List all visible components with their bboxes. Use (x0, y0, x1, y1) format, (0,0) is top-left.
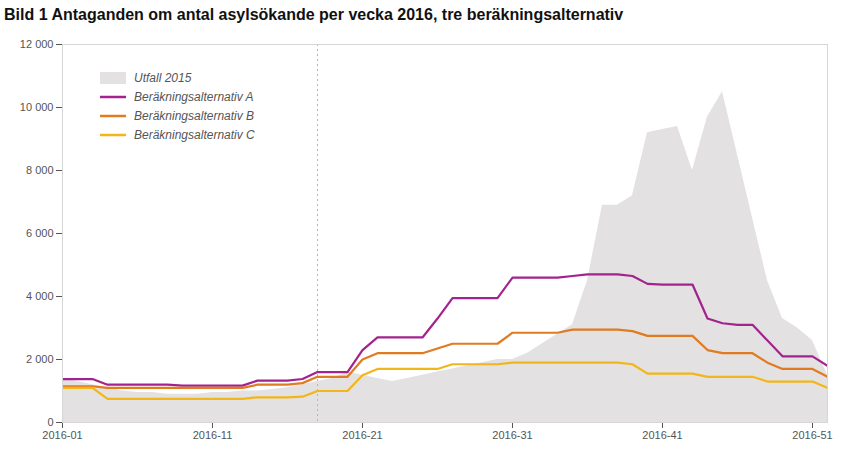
svg-text:12 000: 12 000 (20, 38, 54, 50)
svg-text:8 000: 8 000 (26, 164, 54, 176)
svg-text:0: 0 (47, 416, 53, 428)
svg-text:2 000: 2 000 (26, 353, 54, 365)
html-text:Beräkningsalternativ B: Beräkningsalternativ B (134, 108, 255, 123)
svg-text:2016-51: 2016-51 (792, 429, 832, 441)
svg-text:2016-31: 2016-31 (492, 429, 532, 441)
html-text:Bild 1 Antaganden om antal asy: Bild 1 Antaganden om antal asylsökande p… (4, 6, 624, 23)
svg-text:6 000: 6 000 (26, 227, 54, 239)
svg-text:2016-21: 2016-21 (342, 429, 382, 441)
html-text:Utfall 2015: Utfall 2015 (134, 70, 192, 85)
html-text:Beräkningsalternativ C: Beräkningsalternativ C (134, 127, 255, 142)
svg-text:2016-01: 2016-01 (42, 429, 82, 441)
svg-text:2016-11: 2016-11 (193, 429, 233, 441)
svg-text:2016-41: 2016-41 (642, 429, 682, 441)
svg-text:10 000: 10 000 (20, 101, 54, 113)
html-text:Beräkningsalternativ A: Beräkningsalternativ A (134, 89, 254, 104)
svg-text:4 000: 4 000 (26, 290, 54, 302)
